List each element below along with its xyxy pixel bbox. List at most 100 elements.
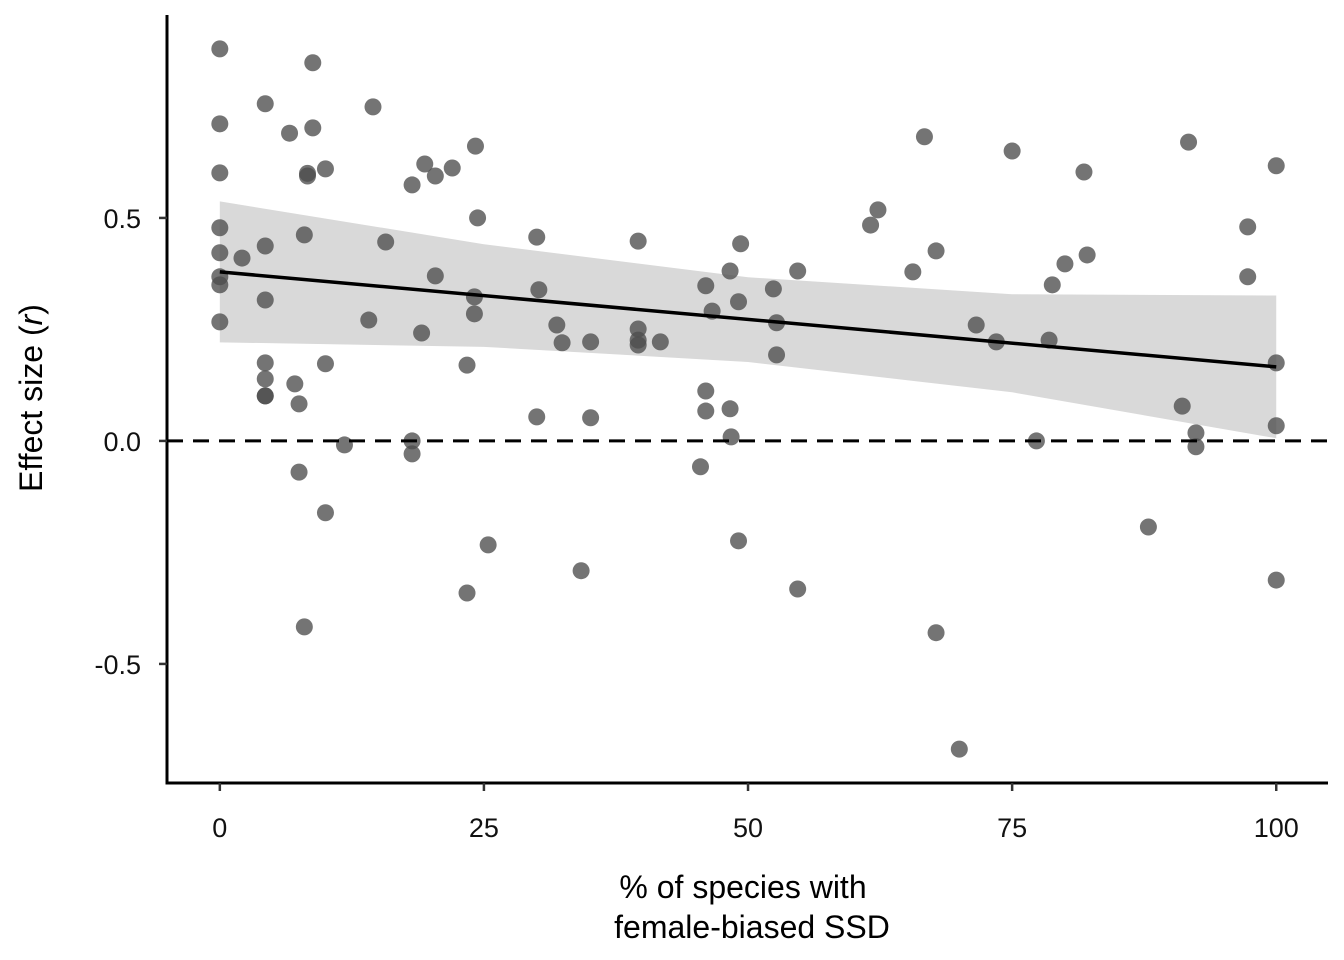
data-point [721,400,739,418]
data-point [458,584,476,602]
y-tick-label: 0.0 [103,427,141,457]
data-point [927,624,945,642]
data-point [211,219,229,237]
data-point [290,463,308,481]
data-point [256,354,274,372]
data-point [1267,157,1285,175]
data-point [211,40,229,58]
data-point [256,95,274,113]
data-point [1187,424,1205,442]
data-point [862,216,880,234]
y-axis-title-italic: r [13,313,49,325]
x-tick-label: 100 [1254,813,1299,843]
data-point [281,124,299,142]
y-tick-label: 0.5 [103,204,141,234]
data-point [458,356,476,374]
data-point [553,334,571,352]
data-point [691,458,709,476]
data-point [1043,276,1061,294]
data-point [211,115,229,133]
data-point [967,316,985,334]
data-point [1267,571,1285,589]
data-point [256,387,274,405]
data-point [426,267,444,285]
data-point [316,504,334,522]
data-point [528,228,546,246]
data-point [413,324,431,342]
data-point [233,249,251,267]
data-point [582,333,600,351]
data-point [211,164,229,182]
data-point [904,263,922,281]
data-point [256,291,274,309]
x-tick-label: 0 [212,813,227,843]
data-point [1187,438,1205,456]
data-point [1139,518,1157,536]
data-point [256,370,274,388]
data-point [403,176,421,194]
data-point [1056,255,1074,273]
data-point [211,244,229,262]
data-point [732,235,750,253]
data-point [768,346,786,364]
data-point [1239,268,1257,286]
data-point [295,226,313,244]
y-axis-title-prefix: Effect size ( [13,325,49,492]
x-tick-label: 25 [469,813,499,843]
data-point [789,580,807,598]
data-point [304,54,322,72]
data-point [290,395,308,413]
data-point [1173,397,1191,415]
points-layer [211,40,1285,758]
data-point [1239,218,1257,236]
data-point [1075,163,1093,181]
lines-layer [167,270,1328,443]
data-point [211,313,229,331]
x-axis-title-line2: female-biased SSD [614,909,890,945]
data-point [582,409,600,427]
data-point [479,536,497,554]
data-point [360,311,378,329]
data-point [211,276,229,294]
data-point [572,562,590,580]
data-point [789,262,807,280]
data-point [1267,354,1285,372]
data-point [304,119,322,137]
data-point [697,382,715,400]
data-point [465,305,483,323]
data-point [316,160,334,178]
data-point [927,242,945,260]
x-tick-label: 75 [997,813,1027,843]
data-point [1180,133,1198,151]
axes-layer: 0 25 50 75 100 0.5 0.0 -0.5 [94,15,1328,843]
data-point [764,280,782,298]
data-point [528,408,546,426]
data-point [256,237,274,255]
x-axis-title-line1: % of species with [619,869,866,905]
data-point [364,98,382,116]
y-tick-label: -0.5 [94,650,141,680]
data-point [469,209,487,227]
data-point [730,532,748,550]
y-axis-title-suffix: ) [13,304,49,315]
data-point [295,618,313,636]
data-point [416,155,434,173]
data-point [730,293,748,311]
data-point [651,333,669,351]
data-point [722,428,740,446]
data-point [1267,417,1285,435]
data-point [915,128,933,146]
data-point [286,375,304,393]
data-point [466,137,484,155]
data-point [316,355,334,373]
data-point [335,436,353,454]
data-point [403,445,421,463]
data-point [299,164,317,182]
data-point [530,281,548,299]
data-point [697,277,715,295]
regression-line [219,270,1277,369]
x-tick-label: 50 [733,813,763,843]
data-point [465,288,483,306]
data-point [1003,142,1021,160]
